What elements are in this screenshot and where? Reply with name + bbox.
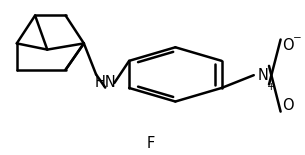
- Text: N: N: [257, 68, 268, 83]
- Text: O: O: [282, 98, 294, 113]
- Text: O: O: [282, 38, 294, 53]
- Text: +: +: [267, 82, 275, 92]
- Text: −: −: [293, 33, 302, 43]
- Text: HN: HN: [94, 75, 116, 90]
- Text: F: F: [147, 136, 155, 151]
